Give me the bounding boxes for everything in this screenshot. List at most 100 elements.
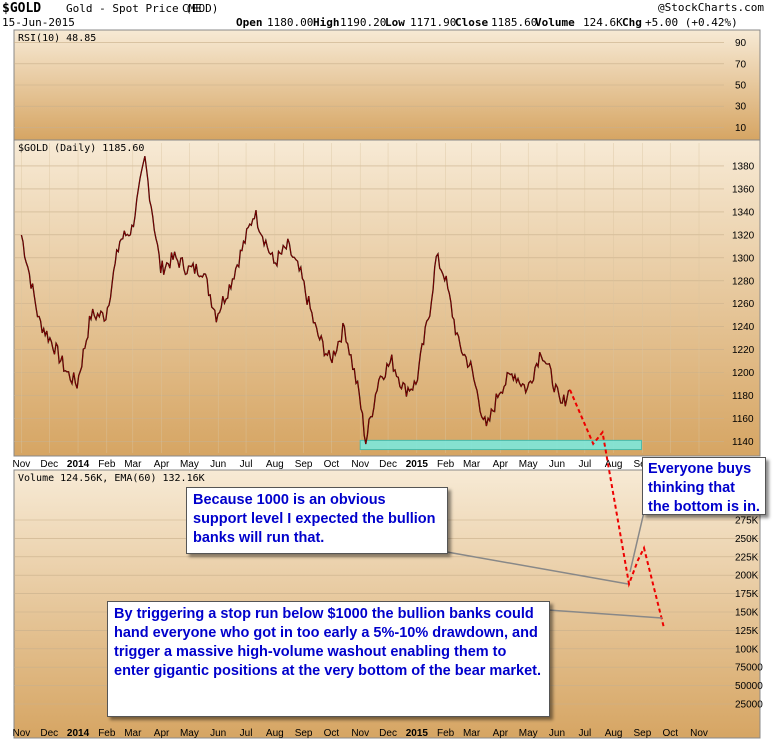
source-watermark: @StockCharts.com [658, 1, 764, 14]
month-label: May [519, 728, 538, 739]
month-label: Jun [549, 459, 565, 470]
rsi-tick-label: 70 [735, 59, 747, 70]
support-zone [359, 439, 642, 451]
month-label: Nov [13, 459, 31, 470]
month-label: Jul [578, 728, 591, 739]
month-label: Sep [295, 728, 313, 739]
month-label: Feb [437, 459, 455, 470]
price-tick-label: 1340 [732, 207, 755, 218]
volume-tick-label: 275K [735, 516, 759, 527]
price-tick-label: 1280 [732, 276, 755, 287]
volume-tick-label: 125K [735, 626, 759, 637]
volume-tick-label: 150K [735, 608, 759, 619]
volume-tick-label: 175K [735, 589, 759, 600]
month-axis-top: Nov Dec 2014 Feb Mar Apr May Jun Jul Aug Sep Oct Nov… [13, 459, 708, 470]
rsi-tick-label: 50 [735, 81, 747, 92]
month-label: Oct [324, 459, 340, 470]
price-tick-label: 1160 [732, 414, 754, 425]
month-label: Jul [578, 459, 591, 470]
month-axis-bottom: Nov Dec 2014 Feb Mar Apr May Jun Jul Aug Sep Oct Nov… [13, 728, 708, 739]
annotation-everyone-buys: Everyone buys thinking that the bottom i… [642, 457, 766, 515]
month-label: Nov [351, 728, 369, 739]
month-label: Nov [690, 728, 708, 739]
month-label: 2015 [406, 459, 429, 470]
month-label: Jul [240, 728, 253, 739]
month-label: May [180, 459, 199, 470]
month-label: May [519, 459, 538, 470]
price-tick-label: 1180 [732, 391, 754, 402]
chg-value: +5.00 (+0.42%) [645, 16, 738, 29]
rsi-tick-label: 90 [735, 38, 747, 49]
chart-exchange: CME [182, 2, 202, 15]
month-label: Aug [605, 728, 623, 739]
ohlc-readout: Open 1180.00 High 1190.20 Low 1171.90 Cl… [236, 16, 738, 29]
month-label: 2015 [406, 728, 429, 739]
volume-tick-label: 50000 [735, 681, 763, 692]
price-line-down-days [21, 156, 571, 445]
month-label: Nov [351, 459, 369, 470]
price-label: $GOLD (Daily) 1185.60 [18, 143, 144, 154]
price-tick-label: 1300 [732, 253, 755, 264]
price-panel [13, 139, 761, 457]
month-label: Oct [324, 728, 340, 739]
chg-label: Chg [622, 16, 642, 29]
month-label: Aug [605, 459, 623, 470]
callout-pointer-1 [446, 551, 629, 585]
price-tick-label: 1320 [732, 230, 755, 241]
price-tick-label: 1260 [732, 299, 755, 310]
chart-symbol: $GOLD [2, 1, 41, 16]
callout-pointer-3 [547, 609, 663, 619]
volume-value: 124.6K [583, 16, 623, 29]
month-label: Apr [154, 459, 170, 470]
rsi-label: RSI(10) 48.85 [18, 33, 96, 44]
low-value: 1171.90 [410, 16, 456, 29]
annotation-washout: By triggering a stop run below $1000 the… [107, 601, 550, 717]
month-label: Sep [633, 728, 651, 739]
low-label: Low [385, 16, 405, 29]
month-label: Nov [13, 728, 31, 739]
month-label: Mar [463, 728, 481, 739]
month-label: Apr [154, 728, 170, 739]
month-label: Mar [124, 459, 142, 470]
month-label: Jul [240, 459, 253, 470]
volume-tick-label: 250K [735, 534, 759, 545]
price-tick-label: 1220 [732, 345, 755, 356]
month-label: Mar [463, 459, 481, 470]
high-label: High [313, 16, 340, 29]
volume-tick-label: 75000 [735, 663, 763, 674]
annotation-stop-run-1000: Because 1000 is an obvious support level… [186, 487, 448, 554]
rsi-gridlines: 90 70 50 30 10 [14, 38, 747, 134]
month-label: Jun [549, 728, 565, 739]
month-label: Dec [379, 459, 397, 470]
month-label: 2014 [67, 459, 90, 470]
open-label: Open [236, 16, 263, 29]
month-label: Sep [295, 459, 313, 470]
month-label: Feb [98, 728, 116, 739]
price-tick-label: 1200 [732, 368, 755, 379]
month-label: Apr [493, 459, 509, 470]
month-label: Mar [124, 728, 142, 739]
close-value: 1185.60 [491, 16, 537, 29]
month-label: Dec [379, 728, 397, 739]
month-label: Apr [493, 728, 509, 739]
price-gridlines: 1380 1360 1340 1320 1300 1280 1260 1240 1220 1200… [14, 143, 755, 453]
volume-tick-label: 200K [735, 571, 759, 582]
high-value: 1190.20 [340, 16, 386, 29]
month-label: Jun [210, 728, 226, 739]
rsi-tick-label: 10 [735, 123, 747, 134]
callout-pointer-2 [629, 511, 645, 573]
volume-panel-label: Volume 124.56K, EMA(60) 132.16K [18, 473, 205, 484]
price-tick-label: 1140 [732, 437, 754, 448]
projection-path [569, 389, 665, 629]
chart-name: Gold - Spot Price (EOD) [66, 2, 218, 15]
month-label: Dec [40, 459, 58, 470]
month-label: Feb [437, 728, 455, 739]
volume-label: Volume [535, 16, 575, 29]
month-label: May [180, 728, 199, 739]
month-label: Aug [266, 459, 284, 470]
month-label: Jun [210, 459, 226, 470]
volume-tick-label: 25000 [735, 700, 763, 711]
month-label: Aug [266, 728, 284, 739]
month-label: Feb [98, 459, 116, 470]
rsi-tick-label: 30 [735, 102, 747, 113]
